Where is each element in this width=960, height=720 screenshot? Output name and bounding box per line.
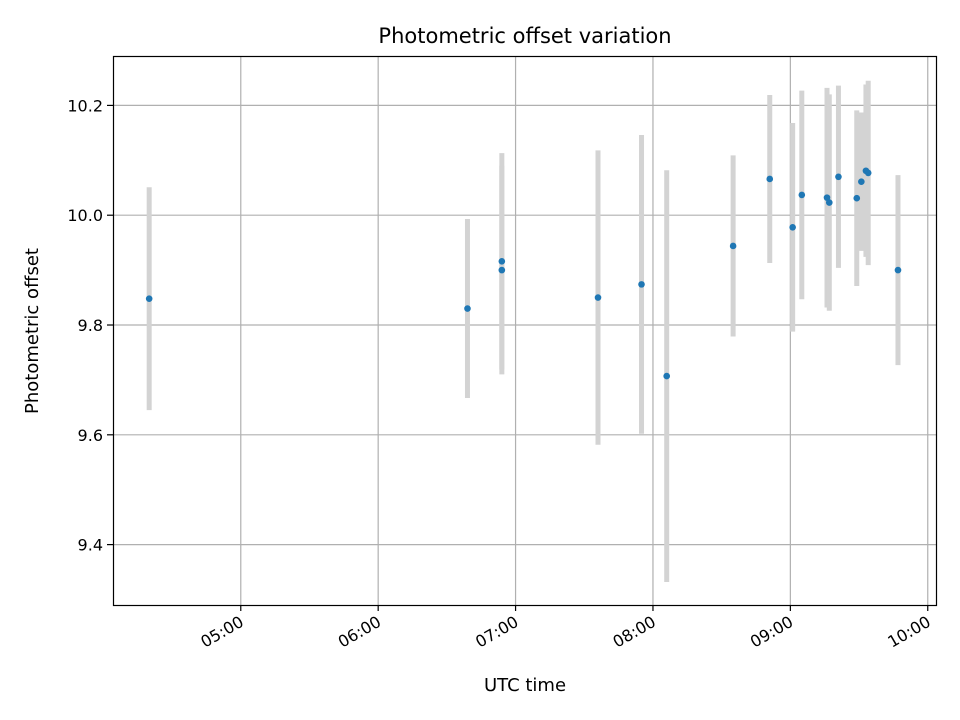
data-point bbox=[663, 372, 671, 380]
chart-title: Photometric offset variation bbox=[378, 24, 671, 48]
y-tick-label: 10.2 bbox=[67, 96, 103, 115]
data-point bbox=[638, 281, 645, 288]
data-point bbox=[798, 191, 806, 199]
data-point bbox=[853, 194, 861, 202]
data-point bbox=[464, 305, 471, 312]
data-point bbox=[789, 223, 796, 231]
data-point bbox=[729, 242, 737, 250]
data-point bbox=[825, 199, 833, 206]
data-point bbox=[766, 175, 774, 183]
x-axis-label: UTC time bbox=[484, 675, 566, 696]
data-point bbox=[145, 295, 153, 302]
data-points bbox=[145, 167, 902, 380]
y-tick-label: 9.4 bbox=[78, 536, 103, 555]
y-tick-label: 9.8 bbox=[78, 316, 103, 335]
data-point bbox=[894, 266, 902, 274]
plot-frame bbox=[112, 55, 938, 607]
y-axis-label: Photometric offset bbox=[22, 248, 43, 414]
data-point bbox=[498, 258, 506, 265]
y-tick-label: 9.6 bbox=[78, 426, 103, 445]
data-point bbox=[864, 169, 872, 177]
data-point bbox=[823, 194, 831, 201]
y-tick-label: 10.0 bbox=[67, 206, 103, 225]
data-point bbox=[594, 294, 602, 301]
data-point bbox=[498, 266, 506, 274]
y-axis: 9.4 9.6 9.8 10.0 10.2 bbox=[67, 96, 113, 555]
data-point bbox=[858, 178, 865, 186]
data-point bbox=[835, 173, 842, 181]
